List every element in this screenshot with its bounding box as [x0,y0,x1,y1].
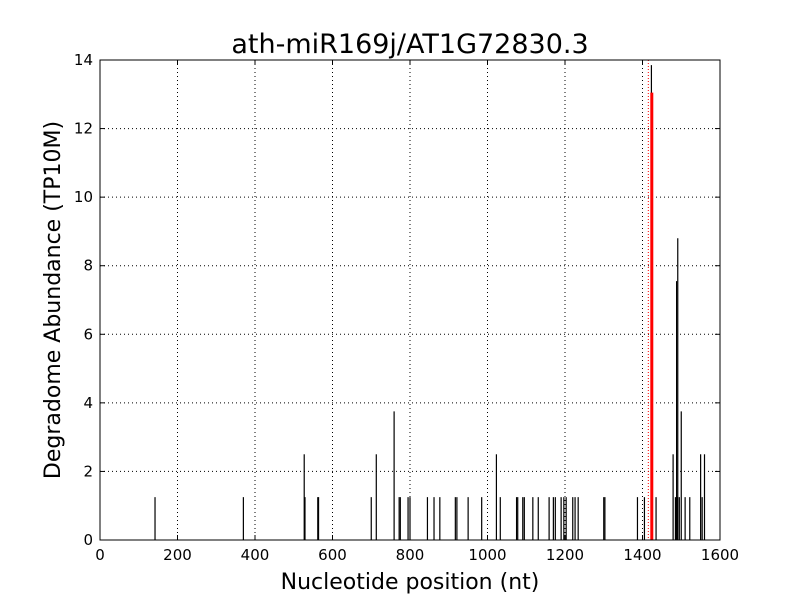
y-tick-label: 8 [83,257,93,275]
x-tick-label: 1000 [468,546,506,564]
y-axis-label: Degradome Abundance (TP10M) [41,121,66,479]
y-tick-label: 6 [83,325,93,343]
x-tick-label: 800 [396,546,425,564]
y-tick-label: 12 [74,120,93,138]
cleavage-site-highlight [647,60,654,540]
x-tick-label: 1200 [546,546,584,564]
x-tick-label: 1600 [701,546,739,564]
y-tick-label: 0 [83,531,93,549]
x-axis-ticks: 0 200 400 600 800 1000 1200 1400 1600 [95,60,739,564]
x-tick-label: 0 [95,546,105,564]
y-tick-label: 10 [74,188,93,206]
x-axis-label: Nucleotide position (nt) [281,570,540,595]
x-tick-label: 600 [318,546,347,564]
y-tick-label: 4 [83,394,93,412]
y-axis-ticks: 0 2 4 6 8 10 12 14 [74,51,720,549]
chart-title: ath-miR169j/AT1G72830.3 [231,29,588,60]
y-tick-label: 2 [83,462,93,480]
x-tick-label: 1400 [623,546,661,564]
y-tick-label: 14 [74,51,93,69]
x-tick-label: 400 [241,546,270,564]
x-tick-label: 200 [163,546,192,564]
grid-lines [100,60,720,540]
